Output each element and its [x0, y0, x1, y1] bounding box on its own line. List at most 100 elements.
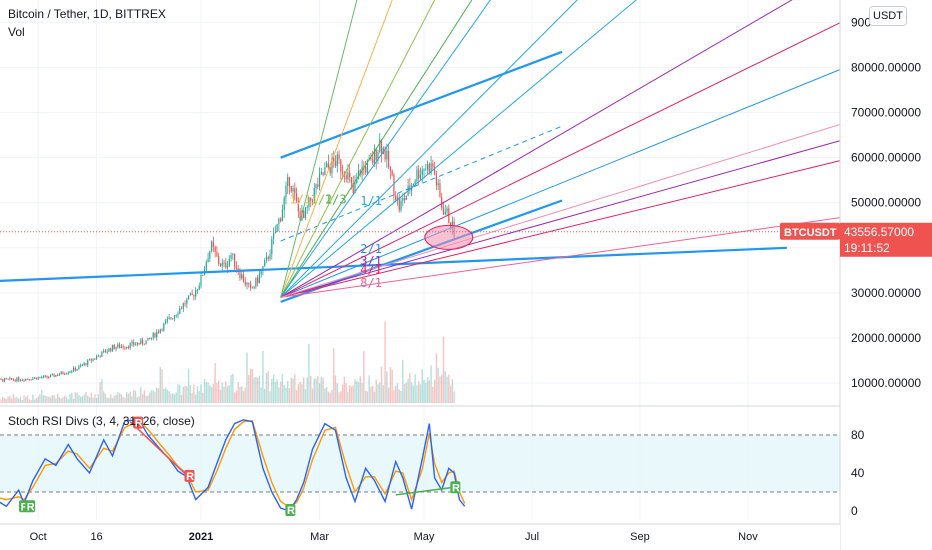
volume-bar [113, 395, 115, 403]
volume-bar [338, 392, 340, 403]
volume-bar [382, 385, 385, 403]
candle-body [225, 262, 227, 268]
volume-bar [287, 381, 289, 403]
candle-body [290, 186, 292, 192]
volume-bar [145, 395, 147, 403]
candle-body [375, 148, 377, 160]
currency-button[interactable]: USDT [869, 6, 907, 26]
candle-body [317, 184, 319, 187]
candle-body [435, 174, 438, 186]
volume-bar [301, 384, 303, 403]
gann-fan-ray [280, 0, 637, 298]
stoch-k-line [0, 419, 466, 512]
volume-bar [214, 363, 216, 403]
volume-bar [62, 397, 64, 403]
volume-bar [124, 397, 126, 403]
candle-body [129, 343, 131, 349]
candle-body [366, 160, 368, 173]
bull-divergence-line [395, 486, 455, 496]
candle-body [232, 253, 234, 256]
candle-body [81, 365, 84, 367]
gann-fan-label: 4/1 [360, 262, 382, 276]
price-axis-panel [840, 0, 932, 550]
candle-body [280, 218, 282, 222]
candle-body [242, 274, 245, 282]
gann-fan-label: 8/1 [360, 276, 382, 290]
volume-bar [46, 396, 48, 403]
candle-body [304, 207, 307, 218]
candle-body [140, 339, 142, 344]
volume-bar [19, 396, 22, 403]
candle-body [161, 329, 163, 331]
candle-body [165, 321, 167, 324]
volume-bar [419, 384, 422, 403]
volume-bar [412, 385, 415, 403]
candle-body [62, 371, 64, 374]
volume-bar [432, 386, 434, 403]
volume-bar [175, 392, 177, 403]
candle-body [120, 346, 122, 348]
volume-bar [26, 395, 29, 403]
volume-bar [272, 374, 275, 403]
candle-body [313, 188, 315, 201]
volume-bar [448, 374, 450, 403]
candle-body [386, 150, 388, 160]
volume-bar [219, 389, 222, 403]
candle-body [306, 206, 308, 208]
volume-bar [348, 385, 351, 403]
volume-legend[interactable]: Vol [8, 25, 25, 39]
indicator-title[interactable]: Stoch RSI Divs (3, 4, 31, 26, close) [8, 414, 195, 428]
candle-body [322, 172, 324, 175]
volume-bar [216, 382, 218, 403]
candle-body [64, 373, 66, 375]
volume-bar [39, 394, 41, 403]
candle-body [281, 209, 284, 222]
volume-bar [44, 395, 46, 403]
volume-bar [331, 389, 333, 403]
volume-bar [147, 395, 149, 403]
volume-bar [90, 392, 92, 403]
candle-body [265, 256, 268, 261]
volume-bar [7, 396, 9, 403]
volume-bar [164, 387, 167, 403]
candle-body [28, 379, 30, 381]
volume-bar [14, 397, 16, 403]
volume-bar [69, 394, 71, 403]
price-tick-label: 900 [851, 16, 871, 30]
candle-body [327, 163, 330, 168]
volume-bar [163, 388, 165, 403]
candle-body [57, 374, 59, 376]
gann-fan-label: 1/3 [325, 193, 347, 207]
volume-bar [225, 381, 227, 403]
time-tick-label: Jul [525, 531, 539, 543]
candle-body [251, 287, 253, 289]
candle-body [274, 232, 276, 234]
candle-body [283, 197, 285, 210]
candle-body [419, 174, 422, 179]
candle-body [400, 200, 402, 211]
candle-body [60, 371, 62, 375]
volume-bar [173, 394, 176, 403]
volume-bar [400, 390, 402, 403]
symbol-legend[interactable]: Bitcoin / Tether, 1D, BITTREX [8, 7, 166, 21]
candle-body [226, 265, 229, 268]
volume-bar [403, 384, 406, 403]
gann-fan-label: 2/1 [360, 242, 382, 256]
bear-divergence-marker [184, 469, 195, 482]
volume-bar [196, 386, 199, 403]
candle-body [200, 275, 202, 286]
volume-bar [313, 378, 315, 403]
volume-bar [379, 382, 381, 403]
candle-body [71, 371, 73, 373]
volume-bar [283, 385, 285, 403]
candle-body [111, 344, 114, 351]
time-tick-label: 2021 [189, 531, 213, 543]
volume-bar [356, 381, 358, 403]
volume-bar [28, 399, 31, 403]
volume-bar [37, 396, 39, 403]
candle-body [177, 313, 179, 315]
volume-bar [278, 387, 280, 403]
volume-bar [368, 375, 370, 403]
candle-body [418, 169, 420, 179]
candle-body [336, 154, 338, 166]
